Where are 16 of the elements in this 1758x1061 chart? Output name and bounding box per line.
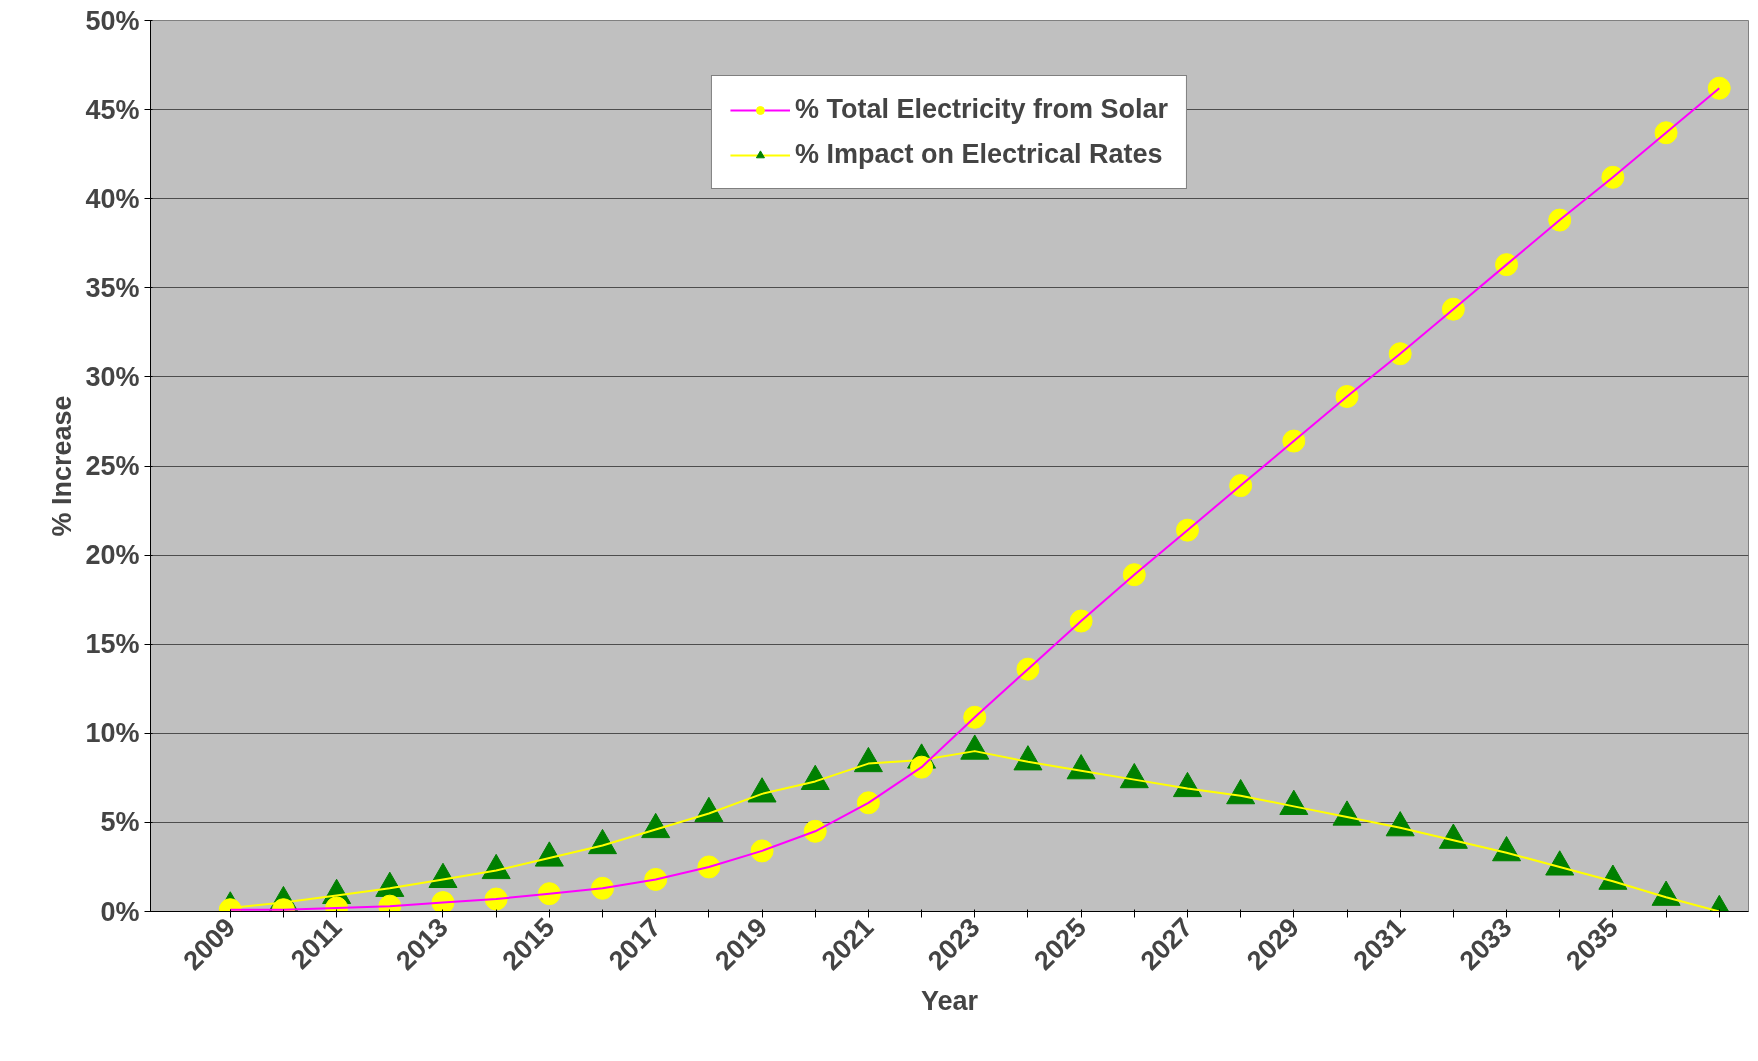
legend-label: % Impact on Electrical Rates [794,139,1163,170]
y-tick-label: 10% [85,718,140,749]
y-axis-title: % Increase [47,395,78,537]
y-tick-label: 20% [85,540,140,571]
y-tick-label: 30% [85,361,140,392]
legend-label: % Total Electricity from Solar [794,94,1169,125]
y-tick-label: 0% [100,896,140,927]
y-tick-label: 50% [85,5,140,36]
y-tick-label: 15% [85,629,140,660]
y-tick-label: 40% [85,183,140,214]
y-tick-label: 25% [85,451,140,481]
point [1707,76,1731,100]
y-tick-label: 45% [85,94,140,125]
y-tick-label: 5% [100,807,140,838]
x-axis-title: Year [920,986,979,1017]
y-tick-label: 35% [85,272,140,303]
